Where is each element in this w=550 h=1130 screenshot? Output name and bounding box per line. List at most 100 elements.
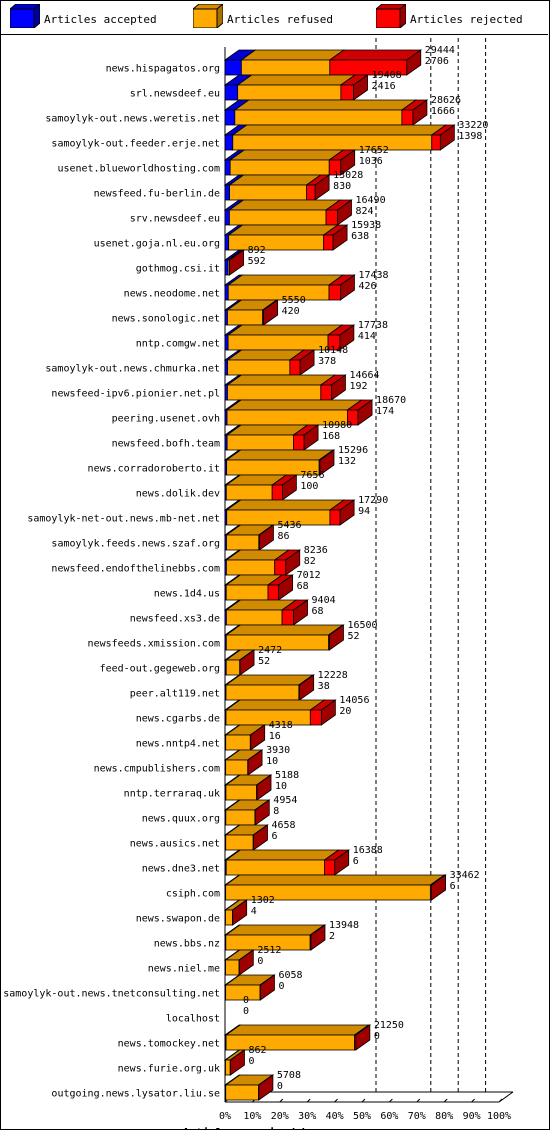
data-label-total: 0 bbox=[243, 995, 249, 1006]
data-label-total: 15938 bbox=[351, 220, 381, 231]
bar-articles-refused-top bbox=[225, 399, 363, 411]
data-label-rejected: 426 bbox=[358, 281, 376, 292]
bar-articles-accepted bbox=[224, 134, 234, 151]
bar-articles-rejected bbox=[401, 109, 414, 126]
category-label: news.tomockey.net bbox=[118, 1039, 220, 1050]
data-label-total: 5188 bbox=[275, 770, 299, 781]
data-label-rejected: 10 bbox=[266, 756, 278, 767]
bar-side bbox=[412, 99, 428, 126]
bar-side bbox=[285, 549, 301, 576]
data-label-rejected: 2706 bbox=[425, 56, 449, 67]
bar-side bbox=[303, 424, 319, 451]
data-label-rejected: 0 bbox=[374, 1031, 380, 1042]
bar-side bbox=[250, 724, 266, 751]
data-label-total: 5436 bbox=[277, 520, 301, 531]
bar-articles-refused bbox=[225, 684, 300, 701]
bar-articles-refused-top bbox=[226, 374, 337, 386]
bar-articles-refused bbox=[227, 384, 322, 401]
data-label-total: 5550 bbox=[282, 295, 306, 306]
category-label: gothmog.csi.it bbox=[136, 264, 220, 275]
bar-articles-refused-top bbox=[240, 49, 346, 61]
data-label-rejected: 174 bbox=[376, 406, 394, 417]
data-label-rejected: 168 bbox=[322, 431, 340, 442]
data-label-total: 2512 bbox=[257, 945, 281, 956]
bar-side bbox=[229, 249, 244, 276]
category-label: news.ausics.net bbox=[130, 839, 220, 850]
bar-articles-accepted bbox=[224, 59, 242, 76]
category-label: newsfeed.fu-berlin.de bbox=[94, 189, 220, 200]
bar-side bbox=[319, 449, 335, 476]
legend-swatch-refused bbox=[193, 4, 223, 28]
category-label: peer.alt119.net bbox=[130, 689, 220, 700]
data-label-total: 14664 bbox=[349, 370, 379, 381]
bar-articles-refused-top bbox=[233, 99, 418, 111]
bar-side bbox=[337, 199, 352, 226]
data-label-rejected: 52 bbox=[258, 656, 270, 667]
data-label-rejected: 592 bbox=[248, 256, 266, 267]
bar-side bbox=[282, 474, 297, 501]
bar-articles-rejected bbox=[329, 509, 341, 526]
x-tick-mark bbox=[498, 1098, 503, 1103]
x-tick-label: 90% bbox=[463, 1111, 481, 1122]
bar-side bbox=[431, 874, 446, 901]
bar-side bbox=[331, 374, 346, 401]
data-label-rejected: 16 bbox=[269, 731, 281, 742]
data-label-rejected: 0 bbox=[277, 1081, 283, 1092]
legend-label-refused: Articles refused bbox=[227, 13, 333, 26]
bar-side bbox=[339, 324, 355, 351]
category-label: nntp.comgw.net bbox=[136, 339, 220, 350]
data-label-total: 4954 bbox=[273, 795, 297, 806]
data-label-total: 10148 bbox=[318, 345, 348, 356]
bar-articles-accepted bbox=[224, 334, 229, 351]
bar-articles-refused-top bbox=[224, 849, 340, 861]
data-label-total: 17290 bbox=[358, 495, 388, 506]
bar-articles-refused-top bbox=[224, 699, 326, 711]
data-label-rejected: 6 bbox=[271, 831, 277, 842]
bar-side bbox=[329, 624, 344, 651]
data-label-rejected: 52 bbox=[347, 631, 359, 642]
data-label-rejected: 638 bbox=[351, 231, 369, 242]
data-label-total: 33462 bbox=[450, 870, 480, 881]
category-label: samoylyk-out.feeder.erje.net bbox=[51, 139, 220, 150]
bar-articles-refused bbox=[225, 609, 283, 626]
bar-side bbox=[232, 899, 248, 926]
bar-side bbox=[263, 299, 279, 326]
data-label-rejected: 414 bbox=[358, 331, 376, 342]
data-label-rejected: 86 bbox=[277, 531, 289, 542]
bar-articles-rejected bbox=[431, 134, 441, 151]
category-label: samoylyk.feeds.news.szaf.org bbox=[51, 539, 220, 550]
data-label-total: 29444 bbox=[425, 45, 455, 56]
bar-articles-accepted bbox=[224, 159, 231, 176]
data-label-total: 9404 bbox=[312, 595, 336, 606]
x-tick-label: 70% bbox=[408, 1111, 426, 1122]
bar-articles-accepted bbox=[224, 84, 239, 101]
data-label-rejected: 1398 bbox=[458, 131, 482, 142]
category-label: samoylyk-out.news.tnetconsulting.net bbox=[3, 989, 220, 1000]
data-label-total: 4658 bbox=[271, 820, 295, 831]
bar-articles-refused-top bbox=[228, 174, 322, 186]
data-label-total: 17738 bbox=[358, 320, 388, 331]
category-label: news.neodome.net bbox=[124, 289, 220, 300]
bar-side bbox=[357, 399, 373, 426]
data-label-total: 13028 bbox=[333, 170, 363, 181]
bar-articles-refused bbox=[227, 359, 291, 376]
x-tick-label: 0% bbox=[219, 1111, 231, 1122]
bar-articles-rejected bbox=[320, 384, 332, 401]
bar-articles-rejected bbox=[293, 434, 305, 451]
bar-articles-refused bbox=[228, 234, 325, 251]
bar-side bbox=[293, 599, 308, 626]
data-label-total: 14056 bbox=[339, 695, 369, 706]
bar-articles-accepted bbox=[224, 234, 230, 251]
legend-label-rejected: Articles rejected bbox=[410, 13, 523, 26]
data-label-total: 862 bbox=[248, 1045, 266, 1056]
x-tick-label: 80% bbox=[435, 1111, 453, 1122]
bar-side bbox=[439, 124, 455, 151]
x-tick-label: 20% bbox=[271, 1111, 289, 1122]
bar-side bbox=[310, 924, 326, 951]
bar-articles-refused-top bbox=[228, 199, 342, 211]
bar-articles-refused bbox=[225, 484, 273, 501]
category-label: news.swapon.de bbox=[136, 914, 220, 925]
bar-articles-rejected bbox=[271, 484, 283, 501]
bar-side bbox=[278, 574, 294, 601]
